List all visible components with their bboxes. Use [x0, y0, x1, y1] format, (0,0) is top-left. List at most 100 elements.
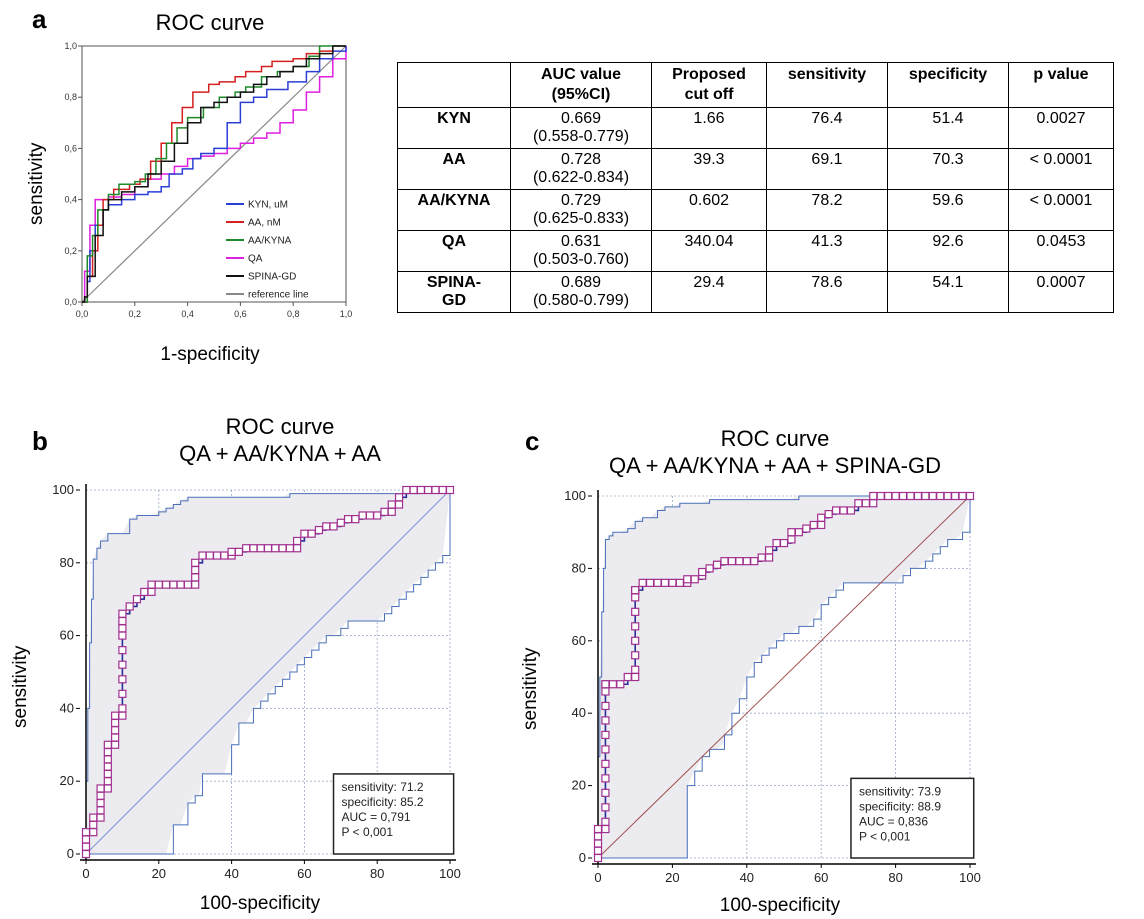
x-tick-label: 80	[370, 866, 384, 881]
roc-point	[632, 637, 639, 644]
roc-point	[877, 493, 884, 500]
roc-point	[286, 545, 293, 552]
x-tick-label: 40	[224, 866, 238, 881]
roc-point	[112, 734, 119, 741]
stats-line: sensitivity: 73.9	[859, 784, 941, 798]
roc-point	[617, 681, 624, 688]
roc-point	[803, 525, 810, 532]
legend-label: AA, nM	[248, 218, 281, 229]
x-tick-label: 100	[959, 870, 981, 885]
y-tick-label: 0,2	[64, 246, 77, 256]
roc-point	[788, 529, 795, 536]
row-sensitivity: 78.6	[767, 272, 888, 313]
row-name-text: SPINA-GD	[424, 274, 484, 310]
panel-letter-c: c	[525, 426, 539, 457]
x-tick-label: 0,8	[287, 309, 300, 319]
y-tick-label: 100	[52, 482, 74, 497]
table-header-empty	[398, 63, 511, 108]
roc-point	[855, 500, 862, 507]
legend-label: AA/KYNA	[248, 236, 292, 247]
row-name: QA	[398, 231, 511, 272]
roc-point	[870, 493, 877, 500]
y-tick-label: 80	[60, 555, 74, 570]
roc-point	[112, 712, 119, 719]
roc-point	[192, 574, 199, 581]
roc-point	[410, 487, 417, 494]
roc-point	[595, 833, 602, 840]
roc-point	[870, 500, 877, 507]
chart-c-title: ROC curve	[580, 426, 970, 452]
roc-point	[396, 494, 403, 501]
roc-point	[691, 576, 698, 583]
roc-point	[602, 760, 609, 767]
row-cutoff: 340.04	[652, 231, 767, 272]
roc-point	[104, 785, 111, 792]
row-sensitivity: 78.2	[767, 190, 888, 231]
roc-point	[148, 588, 155, 595]
roc-point	[170, 581, 177, 588]
chart-b-title: ROC curve	[110, 414, 450, 440]
roc-point	[654, 579, 661, 586]
roc-point	[788, 536, 795, 543]
roc-point	[272, 545, 279, 552]
y-tick-label: 60	[572, 633, 586, 648]
roc-point	[602, 702, 609, 709]
roc-point	[141, 588, 148, 595]
x-tick-label: 0,6	[234, 309, 247, 319]
row-cutoff: 29.4	[652, 272, 767, 313]
roc-point	[833, 507, 840, 514]
roc-point	[133, 596, 140, 603]
roc-point	[119, 690, 126, 697]
roc-point	[330, 523, 337, 530]
roc-point	[766, 547, 773, 554]
x-tick-label: 100	[439, 866, 461, 881]
roc-point	[922, 493, 929, 500]
roc-point	[206, 552, 213, 559]
roc-point	[914, 493, 921, 500]
roc-point	[381, 508, 388, 515]
roc-point	[743, 558, 750, 565]
row-sensitivity: 69.1	[767, 149, 888, 190]
roc-point	[250, 545, 257, 552]
chart-a-plot: 0,0 0,2 0,4 0,6 0,8 1,0 0,0 0,2 0,4 0,6 0,8 1,0 KYN,…	[60, 38, 360, 328]
roc-point	[937, 493, 944, 500]
roc-point	[840, 507, 847, 514]
roc-point	[632, 674, 639, 681]
roc-point	[439, 487, 446, 494]
row-name: AA/KYNA	[398, 190, 511, 231]
roc-point	[781, 540, 788, 547]
roc-point	[90, 814, 97, 821]
roc-point	[192, 581, 199, 588]
roc-point	[90, 821, 97, 828]
legend-label: SPINA-GD	[248, 272, 296, 283]
roc-point	[736, 558, 743, 565]
roc-point	[119, 647, 126, 654]
row-pvalue: < 0.0001	[1009, 190, 1114, 231]
row-pvalue: 0.0453	[1009, 231, 1114, 272]
roc-point	[602, 775, 609, 782]
x-tick-label: 0	[82, 866, 89, 881]
roc-point	[825, 511, 832, 518]
roc-point	[403, 487, 410, 494]
table-header-pvalue: p value	[1009, 63, 1114, 108]
roc-point	[352, 516, 359, 523]
table-row: SPINA-GD 0.689 (0.580-0.799) 29.4 78.6 54…	[398, 272, 1114, 313]
roc-point	[684, 576, 691, 583]
roc-point	[632, 666, 639, 673]
roc-point	[308, 530, 315, 537]
x-tick-label: 0	[594, 870, 601, 885]
row-auc: 0.669 (0.558-0.779)	[511, 108, 652, 149]
row-specificity: 70.3	[888, 149, 1009, 190]
roc-point	[929, 493, 936, 500]
roc-point	[425, 487, 432, 494]
chart-a-xlabel: 1-specificity	[110, 344, 310, 366]
roc-point	[766, 554, 773, 561]
y-tick-label: 1,0	[64, 41, 77, 51]
roc-point	[97, 785, 104, 792]
roc-table: AUC value (95%CI) Proposed cut off sensi…	[397, 62, 1114, 313]
roc-point	[602, 818, 609, 825]
roc-point	[944, 493, 951, 500]
roc-point	[602, 717, 609, 724]
roc-point	[294, 537, 301, 544]
roc-point	[632, 587, 639, 594]
